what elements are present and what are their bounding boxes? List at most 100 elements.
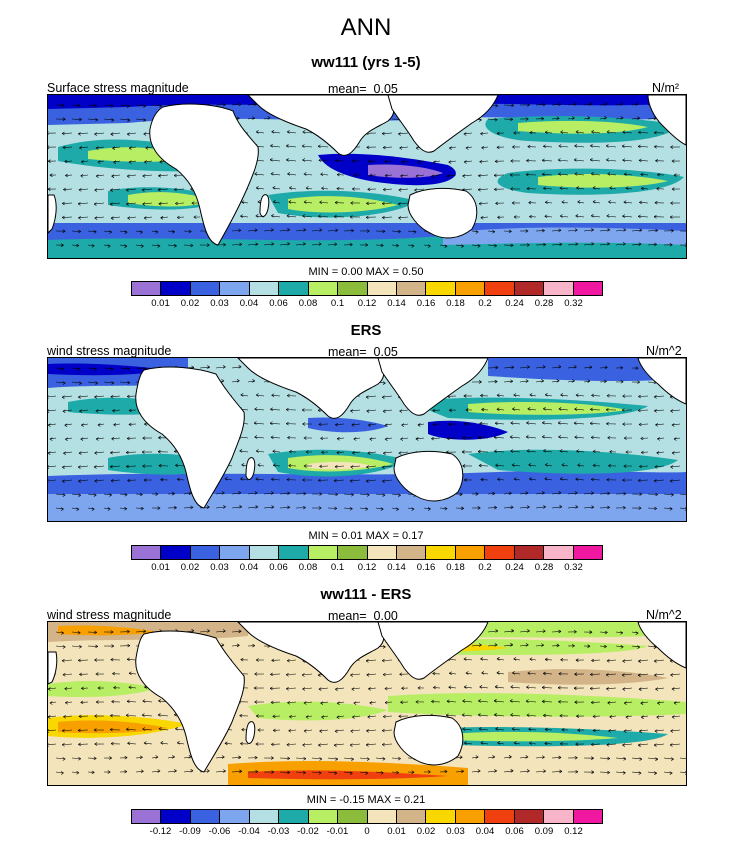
colorbar-swatch: [396, 282, 427, 295]
colorbar-swatch: [132, 810, 162, 823]
colorbar-swatch: [455, 282, 486, 295]
colorbar-tick-label: 0.08: [298, 562, 318, 573]
colorbar-tick-label: 0.04: [239, 298, 259, 309]
colorbar-swatch: [308, 546, 339, 559]
panel-1-stats: MIN = 0.00 MAX = 0.50: [308, 266, 424, 278]
panel-3-map: [47, 621, 687, 786]
colorbar-swatch: [249, 546, 280, 559]
panel-2-left-label: wind stress magnitude: [47, 344, 172, 358]
colorbar-swatch: [220, 810, 250, 823]
colorbar-swatch: [132, 282, 162, 295]
colorbar-swatch: [338, 546, 368, 559]
panel-3-left-label: wind stress magnitude: [47, 608, 172, 622]
colorbar-swatch: [426, 810, 456, 823]
panel-3-title: ww111 - ERS: [320, 586, 412, 603]
colorbar-tick-label: -0.09: [179, 826, 201, 837]
colorbar-swatch: [190, 546, 221, 559]
colorbar-swatch: [161, 282, 191, 295]
colorbar-tick-label: 0.03: [210, 562, 229, 573]
colorbar-swatch: [514, 810, 545, 823]
panel-1-mean-value: 0.05: [373, 82, 398, 96]
panel-2-title: ERS: [350, 322, 382, 339]
colorbar-tick-label: -0.06: [208, 826, 231, 837]
colorbar-swatch: [544, 282, 574, 295]
colorbar-swatch: [161, 546, 191, 559]
colorbar-swatch: [308, 810, 339, 823]
panel-2-stats: MIN = 0.01 MAX = 0.17: [308, 530, 424, 542]
panel-1-colorbar: [131, 281, 603, 296]
colorbar-swatch: [161, 810, 191, 823]
panel-1-left-label: Surface stress magnitude: [47, 81, 189, 95]
colorbar-swatch: [367, 546, 397, 559]
colorbar-swatch: [220, 282, 250, 295]
panel-1-units: N/m²: [652, 81, 680, 95]
colorbar-swatch: [485, 282, 515, 295]
colorbar-swatch: [455, 546, 486, 559]
colorbar-swatch: [426, 282, 456, 295]
colorbar-tick-label: 0.24: [505, 562, 524, 573]
colorbar-swatch: [338, 282, 368, 295]
panel-1-mean-label: mean=: [328, 82, 367, 96]
colorbar-tick-label: 0.01: [387, 826, 406, 837]
colorbar-tick-label: 0.28: [534, 562, 554, 573]
figure-title: ANN: [340, 14, 392, 41]
colorbar-tick-label: -0.01: [326, 826, 349, 837]
colorbar-swatch: [544, 810, 574, 823]
colorbar-swatch: [338, 810, 368, 823]
colorbar-swatch: [367, 282, 397, 295]
colorbar-swatch: [190, 810, 221, 823]
colorbar-tick-label: 0.01: [151, 298, 170, 309]
colorbar-tick-label: 0.14: [387, 562, 406, 573]
panel-3-mean-label: mean=: [328, 609, 367, 623]
colorbar-tick-label: 0.12: [564, 826, 583, 837]
colorbar-tick-label: 0.12: [357, 562, 377, 573]
colorbar-swatch: [426, 546, 456, 559]
panel-1-colorbar-ticks: 0.01 0.02 0.03 0.04 0.06 0.08 0.1 0.12 0.14 0.16 0…: [131, 298, 603, 310]
panel-3-stats: MIN = -0.15 MAX = 0.21: [306, 794, 426, 806]
panel-2-map-canvas: [48, 358, 686, 521]
colorbar-swatch: [249, 810, 280, 823]
colorbar-swatch: [367, 810, 397, 823]
colorbar-tick-label: -0.03: [267, 826, 290, 837]
panel-3-mean-value: 0.00: [373, 609, 398, 623]
colorbar-swatch: [573, 810, 602, 823]
panel-3-colorbar-ticks: -0.12 -0.09 -0.06 -0.04 -0.03 -0.02 -0.01 0 0.01…: [131, 826, 603, 838]
colorbar-tick-label: 0.12: [357, 298, 377, 309]
panel-3-units: N/m^2: [646, 608, 682, 622]
colorbar-swatch: [573, 546, 602, 559]
colorbar-tick-label: 0.06: [505, 826, 524, 837]
colorbar-swatch: [190, 282, 221, 295]
colorbar-tick-label: -0.12: [149, 826, 172, 837]
colorbar-swatch: [514, 546, 545, 559]
colorbar-tick-label: 0.03: [210, 298, 229, 309]
panel-3-colorbar: [131, 809, 603, 824]
colorbar-tick-label: 0.04: [475, 826, 495, 837]
colorbar-swatch: [249, 282, 280, 295]
panel-1-mean: mean= 0.05: [328, 82, 398, 96]
colorbar-swatch: [485, 546, 515, 559]
panel-1-title: ww111 (yrs 1-5): [311, 54, 421, 71]
colorbar-tick-label: 0.16: [416, 298, 436, 309]
panel-2-mean-value: 0.05: [373, 345, 398, 359]
colorbar-swatch: [279, 282, 309, 295]
colorbar-tick-label: 0.24: [505, 298, 524, 309]
panel-2-colorbar: [131, 545, 603, 560]
colorbar-tick-label: 0.06: [269, 298, 288, 309]
colorbar-swatch: [132, 546, 162, 559]
colorbar-tick-label: 0.14: [387, 298, 406, 309]
colorbar-tick-label: -0.02: [297, 826, 319, 837]
colorbar-tick-label: 0.28: [534, 298, 554, 309]
colorbar-tick-label: -0.04: [238, 826, 260, 837]
colorbar-tick-label: 0.08: [298, 298, 318, 309]
colorbar-tick-label: 0.18: [446, 562, 465, 573]
panel-2-colorbar-ticks: 0.01 0.02 0.03 0.04 0.06 0.08 0.1 0.12 0.14 0.16 0…: [131, 562, 603, 574]
colorbar-swatch: [573, 282, 602, 295]
colorbar-tick-label: 0.18: [446, 298, 465, 309]
colorbar-swatch: [455, 810, 486, 823]
colorbar-tick-label: 0.1: [330, 298, 345, 309]
colorbar-swatch: [396, 546, 427, 559]
colorbar-swatch: [485, 810, 515, 823]
panel-2-mean: mean= 0.05: [328, 345, 398, 359]
colorbar-swatch: [396, 810, 427, 823]
colorbar-swatch: [544, 546, 574, 559]
